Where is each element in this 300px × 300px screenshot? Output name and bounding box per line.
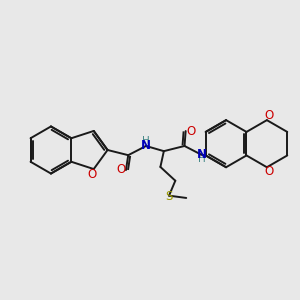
Text: O: O: [264, 165, 273, 178]
Text: N: N: [141, 139, 151, 152]
Text: H: H: [198, 154, 205, 164]
Text: O: O: [186, 124, 196, 137]
Text: O: O: [264, 109, 273, 122]
Text: S: S: [165, 190, 173, 203]
Text: N: N: [196, 148, 206, 161]
Text: O: O: [88, 168, 97, 181]
Text: H: H: [142, 136, 150, 146]
Text: O: O: [116, 163, 126, 176]
